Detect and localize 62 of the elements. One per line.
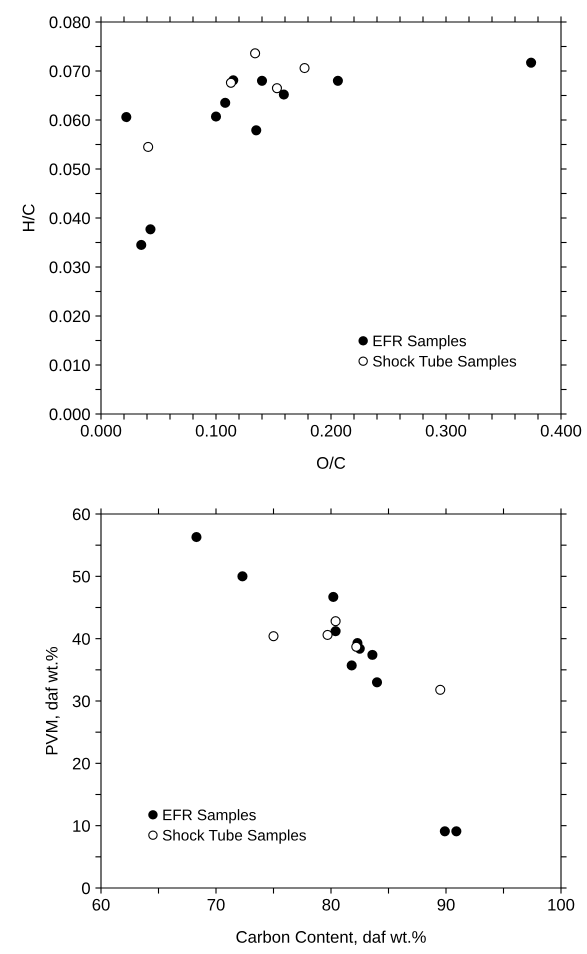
point — [226, 78, 236, 88]
point — [251, 125, 262, 136]
x-tick-label: 0.200 — [310, 424, 352, 437]
legend-label: Shock Tube Samples — [373, 355, 516, 370]
x-tick-label: 70 — [208, 898, 225, 911]
y-axis-title: PVM, daf wt.% — [45, 646, 60, 754]
x-tick-label: 0.100 — [196, 424, 236, 437]
y-tick-label: 10 — [73, 820, 90, 832]
point — [328, 592, 338, 602]
point — [440, 826, 450, 836]
x-axis-title: O/C — [316, 456, 346, 469]
point — [351, 642, 362, 652]
y-tick-label: 0.060 — [50, 114, 90, 126]
point — [256, 76, 268, 86]
y-tick-label: 0.070 — [50, 65, 90, 78]
x-tick-label: 60 — [92, 898, 110, 911]
point — [220, 98, 230, 108]
point — [210, 112, 222, 122]
point — [278, 89, 289, 100]
point — [330, 616, 341, 626]
x-tick-label: 90 — [438, 898, 455, 911]
y-tick-label: 0.030 — [50, 261, 90, 274]
point — [136, 240, 146, 250]
x-axis-title: Carbon Content, daf wt.% — [236, 930, 426, 945]
y-tick-label: 0.000 — [50, 408, 90, 420]
legend-label: EFR Samples — [374, 335, 466, 350]
legend-label: Shock Tube Samples — [162, 829, 306, 844]
point — [237, 571, 248, 582]
y-tick-label: 0.080 — [50, 16, 90, 28]
x-tick-label: 100 — [548, 898, 574, 911]
y-tick-label: 0.020 — [50, 310, 90, 322]
y-tick-label: 60 — [72, 508, 90, 520]
y-tick-label: 0.010 — [50, 359, 90, 372]
point — [322, 630, 333, 640]
point — [299, 63, 310, 74]
x-tick-label: 0.300 — [426, 424, 466, 437]
y-axis-title: H/C — [22, 204, 34, 231]
x-tick-label: 0.400 — [540, 424, 582, 437]
point — [143, 142, 154, 152]
y-tick-label: 30 — [72, 695, 90, 708]
point — [250, 48, 260, 58]
point — [145, 224, 156, 234]
point — [346, 660, 357, 671]
y-tick-label: 0.040 — [50, 212, 90, 224]
y-tick-label: 0.050 — [50, 163, 90, 176]
y-tick-label: 0 — [82, 882, 90, 894]
point — [330, 626, 341, 636]
point — [367, 650, 378, 660]
y-tick-label: 50 — [72, 570, 90, 583]
point — [332, 76, 343, 86]
point — [372, 677, 382, 688]
point — [451, 826, 462, 836]
point — [268, 631, 279, 642]
point — [526, 58, 536, 68]
point — [435, 684, 446, 695]
point — [191, 532, 202, 542]
point — [121, 112, 132, 122]
y-tick-label: 20 — [72, 758, 90, 770]
legend-label: EFR Samples — [163, 809, 256, 824]
x-tick-label: 80 — [322, 898, 340, 911]
point — [272, 83, 282, 94]
y-tick-label: 40 — [72, 633, 90, 645]
